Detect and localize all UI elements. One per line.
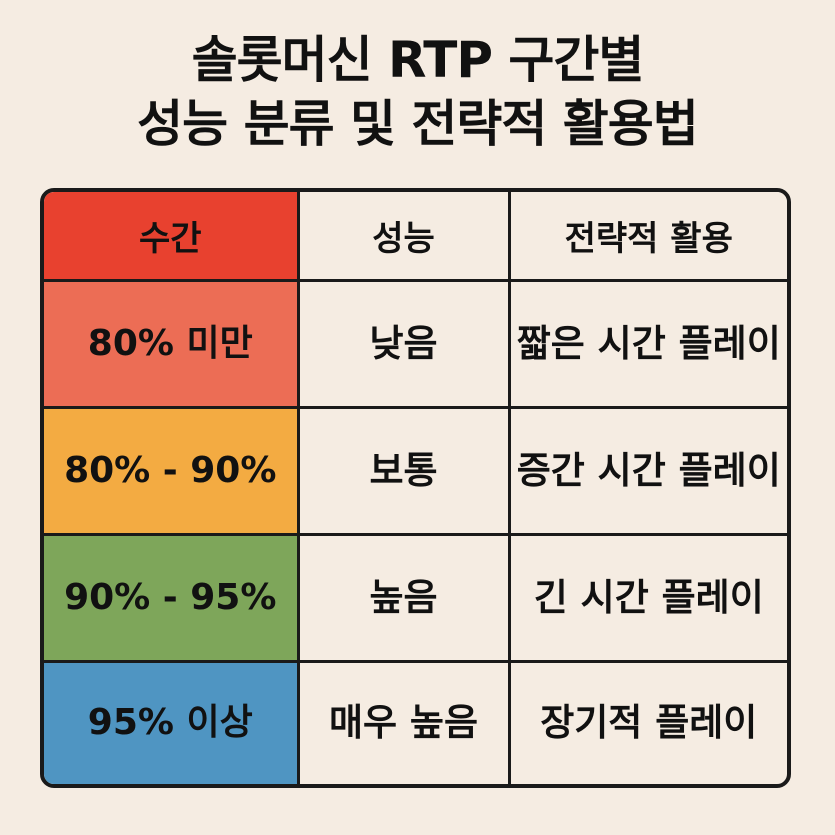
range-cell: 95% 이상: [44, 659, 300, 784]
table-header-row: 수간 성능 전략적 활용: [44, 192, 787, 282]
performance-cell: 매우 높음: [296, 659, 511, 784]
strategy-cell: 증간 시간 플레이: [507, 405, 787, 536]
performance-cell: 낮음: [296, 278, 511, 409]
title-line-2: 성능 분류 및 전략적 활용법: [137, 95, 699, 153]
header-performance: 성능: [296, 192, 511, 282]
performance-cell: 높음: [296, 532, 511, 663]
table-row: 80% - 90% 보통 증간 시간 플레이: [44, 405, 787, 536]
table-row: 95% 이상 매우 높음 장기적 플레이: [44, 659, 787, 784]
range-cell: 90% - 95%: [44, 532, 300, 663]
strategy-cell: 긴 시간 플레이: [507, 532, 787, 663]
page-title: 솔롯머신 RTP 구간별 성능 분류 및 전략적 활용법: [0, 28, 835, 156]
table-row: 80% 미만 낮음 짧은 시간 플레이: [44, 278, 787, 409]
title-line-1: 솔롯머신 RTP 구간별: [191, 31, 645, 89]
header-range: 수간: [44, 192, 300, 282]
rtp-table: 수간 성능 전략적 활용 80% 미만 낮음 짧은 시간 플레이 80% - 9…: [40, 188, 791, 788]
table-row: 90% - 95% 높음 긴 시간 플레이: [44, 532, 787, 663]
performance-cell: 보통: [296, 405, 511, 536]
strategy-cell: 짧은 시간 플레이: [507, 278, 787, 409]
range-cell: 80% - 90%: [44, 405, 300, 536]
header-strategy: 전략적 활용: [507, 192, 787, 282]
strategy-cell: 장기적 플레이: [507, 659, 787, 784]
range-cell: 80% 미만: [44, 278, 300, 409]
